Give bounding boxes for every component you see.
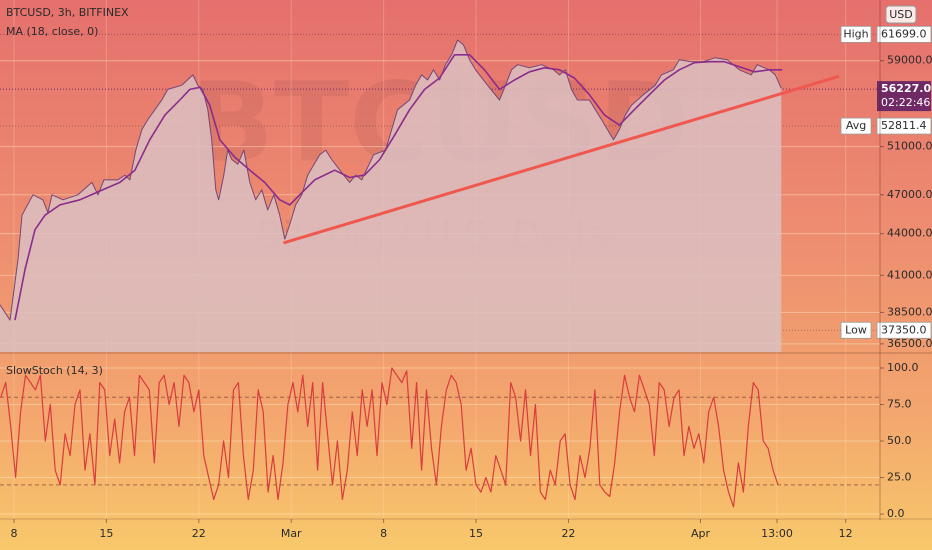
legend-entry: MA (18, close, 0) <box>6 25 98 38</box>
series-line <box>0 367 779 508</box>
y-tick-label: 47000.0 <box>887 188 932 201</box>
x-tick-label: 15 <box>99 527 113 540</box>
y-tick-label: 59000.0 <box>887 54 932 67</box>
price-tag-name: Avg <box>846 119 866 132</box>
price-value: 52811.4 <box>881 119 927 132</box>
x-tick-label: 15 <box>469 527 483 540</box>
series-line <box>14 54 783 321</box>
price-tag-box <box>840 25 872 43</box>
price-tag-name: High <box>843 27 868 40</box>
price-tag-box <box>840 117 872 135</box>
y-tick-label: 75.0 <box>887 398 912 411</box>
y-tick-label: 44000.0 <box>887 227 932 240</box>
x-tick-label: 8 <box>10 527 17 540</box>
y-tick-label: 25.0 <box>887 471 912 484</box>
x-tick-label: 22 <box>192 527 206 540</box>
y-tick-label: 50.0 <box>887 434 912 447</box>
mark-layer <box>0 39 840 508</box>
y-tick-label: 36500.0 <box>887 337 932 350</box>
last-price-box <box>877 81 931 112</box>
y-tick-label: 100.0 <box>887 361 919 374</box>
price-tag-name: Low <box>845 323 867 336</box>
countdown: 02:22:46 <box>881 96 930 109</box>
price-tag-box <box>840 321 872 339</box>
price-value-box <box>876 321 932 339</box>
x-tick-label: 13:00 <box>761 527 793 540</box>
x-tick-label: Mar <box>281 527 302 540</box>
series-area <box>0 40 782 352</box>
last-price-value: 56227.0 <box>881 82 931 95</box>
price-value: 61699.0 <box>881 27 927 40</box>
price-value-box <box>876 25 932 43</box>
x-tick-label: 12 <box>839 527 853 540</box>
x-tick-label: Apr <box>691 527 711 540</box>
y-tick-label: 41000.0 <box>887 268 932 281</box>
y-tick-label: 51000.0 <box>887 140 932 153</box>
y-tick-label: 0.0 <box>887 507 905 520</box>
currency-label: USD <box>889 8 913 21</box>
panel-title: BTCUSD, 3h, BITFINEX <box>6 6 129 19</box>
label-layer: 36500.0 38500.0 41000.0 44000.0 47000.0 51000… <box>6 5 932 540</box>
panel-title: SlowStoch (14, 3) <box>6 364 103 377</box>
x-tick-label: 8 <box>380 527 387 540</box>
x-tick-label: 22 <box>561 527 575 540</box>
currency-badge <box>885 5 917 24</box>
y-tick-label: 38500.0 <box>887 305 932 318</box>
price-value-box <box>876 117 932 135</box>
series-line <box>0 39 782 321</box>
price-value: 37350.0 <box>881 323 927 336</box>
trendline <box>283 75 840 245</box>
